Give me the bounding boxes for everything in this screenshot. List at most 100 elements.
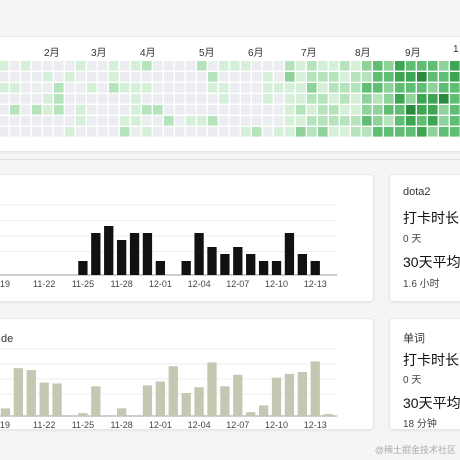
heatmap-cell[interactable]	[428, 116, 438, 126]
heatmap-cell[interactable]	[307, 105, 317, 115]
heatmap-cell[interactable]	[318, 83, 328, 93]
heatmap-cell[interactable]	[285, 116, 295, 126]
chart-bar[interactable]	[168, 366, 178, 416]
heatmap-cell[interactable]	[109, 116, 119, 126]
stats-card-dota2[interactable]: dota2 打卡时长 0 天 30天平均 1.6 小时	[389, 174, 460, 302]
chart-bar[interactable]	[246, 254, 256, 275]
heatmap-cell[interactable]	[131, 94, 141, 104]
heatmap-cell[interactable]	[439, 94, 449, 104]
heatmap-cell[interactable]	[318, 116, 328, 126]
heatmap-cell[interactable]	[362, 116, 372, 126]
heatmap-cell[interactable]	[142, 127, 152, 137]
heatmap-cell[interactable]	[32, 83, 42, 93]
heatmap-cell[interactable]	[450, 94, 460, 104]
heatmap-cell[interactable]	[0, 94, 9, 104]
chart-bar[interactable]	[297, 371, 307, 416]
heatmap-cell[interactable]	[307, 83, 317, 93]
heatmap-cell[interactable]	[10, 61, 20, 71]
heatmap-cell[interactable]	[340, 94, 350, 104]
heatmap-cell[interactable]	[65, 94, 75, 104]
heatmap-cell[interactable]	[131, 116, 141, 126]
chart-bar[interactable]	[194, 233, 204, 275]
heatmap-cell[interactable]	[296, 116, 306, 126]
heatmap-cell[interactable]	[384, 105, 394, 115]
heatmap-cell[interactable]	[208, 83, 218, 93]
heatmap-cell[interactable]	[428, 94, 438, 104]
heatmap-cell[interactable]	[175, 105, 185, 115]
heatmap-cell[interactable]	[76, 127, 86, 137]
heatmap-cell[interactable]	[175, 83, 185, 93]
heatmap-cell[interactable]	[186, 116, 196, 126]
heatmap-cell[interactable]	[65, 116, 75, 126]
chart-bar[interactable]	[129, 233, 140, 275]
heatmap-cell[interactable]	[98, 94, 108, 104]
heatmap-cell[interactable]	[21, 72, 31, 82]
heatmap-cell[interactable]	[208, 61, 218, 71]
heatmap-cell[interactable]	[153, 127, 163, 137]
heatmap-cell[interactable]	[285, 83, 295, 93]
heatmap-cell[interactable]	[208, 105, 218, 115]
heatmap-cell[interactable]	[274, 94, 284, 104]
heatmap-cell[interactable]	[307, 61, 317, 71]
heatmap-cell[interactable]	[285, 105, 295, 115]
heatmap-cell[interactable]	[241, 116, 251, 126]
heatmap-cell[interactable]	[373, 72, 383, 82]
heatmap-cell[interactable]	[285, 61, 295, 71]
heatmap-cell[interactable]	[406, 61, 416, 71]
heatmap-cell[interactable]	[54, 94, 64, 104]
heatmap-cell[interactable]	[252, 127, 262, 137]
heatmap-cell[interactable]	[76, 105, 86, 115]
heatmap-cell[interactable]	[186, 127, 196, 137]
heatmap-cell[interactable]	[131, 105, 141, 115]
heatmap-cell[interactable]	[87, 116, 97, 126]
chart-bar[interactable]	[258, 261, 269, 275]
heatmap-cell[interactable]	[186, 83, 196, 93]
heatmap-cell[interactable]	[21, 94, 31, 104]
heatmap-cell[interactable]	[0, 127, 9, 137]
heatmap-cell[interactable]	[241, 72, 251, 82]
heatmap-cell[interactable]	[98, 116, 108, 126]
heatmap-cell[interactable]	[230, 116, 240, 126]
heatmap-cell[interactable]	[208, 94, 218, 104]
heatmap-cell[interactable]	[263, 94, 273, 104]
heatmap-cell[interactable]	[373, 94, 383, 104]
heatmap-cell[interactable]	[43, 72, 53, 82]
heatmap-cell[interactable]	[219, 105, 229, 115]
chart-bar[interactable]	[91, 233, 101, 275]
heatmap-cell[interactable]	[296, 61, 306, 71]
heatmap-cell[interactable]	[65, 72, 75, 82]
heatmap-cell[interactable]	[296, 127, 306, 137]
heatmap-cell[interactable]	[450, 105, 460, 115]
chart-bar[interactable]	[142, 385, 153, 416]
heatmap-cell[interactable]	[417, 105, 427, 115]
heatmap-cell[interactable]	[65, 127, 75, 137]
heatmap-cell[interactable]	[285, 127, 295, 137]
chart-bar[interactable]	[13, 368, 24, 416]
heatmap-cell[interactable]	[241, 127, 251, 137]
heatmap-cell[interactable]	[54, 127, 64, 137]
heatmap-cell[interactable]	[263, 61, 273, 71]
heatmap-cell[interactable]	[373, 127, 383, 137]
heatmap-cell[interactable]	[219, 116, 229, 126]
heatmap-cell[interactable]	[384, 116, 394, 126]
heatmap-cell[interactable]	[252, 116, 262, 126]
heatmap-cell[interactable]	[164, 105, 174, 115]
heatmap-cell[interactable]	[186, 72, 196, 82]
heatmap-cell[interactable]	[450, 116, 460, 126]
chart-bar[interactable]	[207, 247, 217, 275]
chart-bar[interactable]	[155, 261, 166, 275]
heatmap-cell[interactable]	[54, 83, 64, 93]
heatmap-cell[interactable]	[131, 72, 141, 82]
heatmap-cell[interactable]	[296, 94, 306, 104]
heatmap-cell[interactable]	[186, 61, 196, 71]
heatmap-cell[interactable]	[263, 105, 273, 115]
heatmap-cell[interactable]	[153, 105, 163, 115]
heatmap-cell[interactable]	[329, 83, 339, 93]
heatmap-cell[interactable]	[175, 116, 185, 126]
heatmap-cell[interactable]	[362, 83, 372, 93]
heatmap-cell[interactable]	[87, 105, 97, 115]
heatmap-cell[interactable]	[340, 116, 350, 126]
heatmap-cell[interactable]	[351, 116, 361, 126]
heatmap-cell[interactable]	[219, 127, 229, 137]
heatmap-cell[interactable]	[417, 83, 427, 93]
